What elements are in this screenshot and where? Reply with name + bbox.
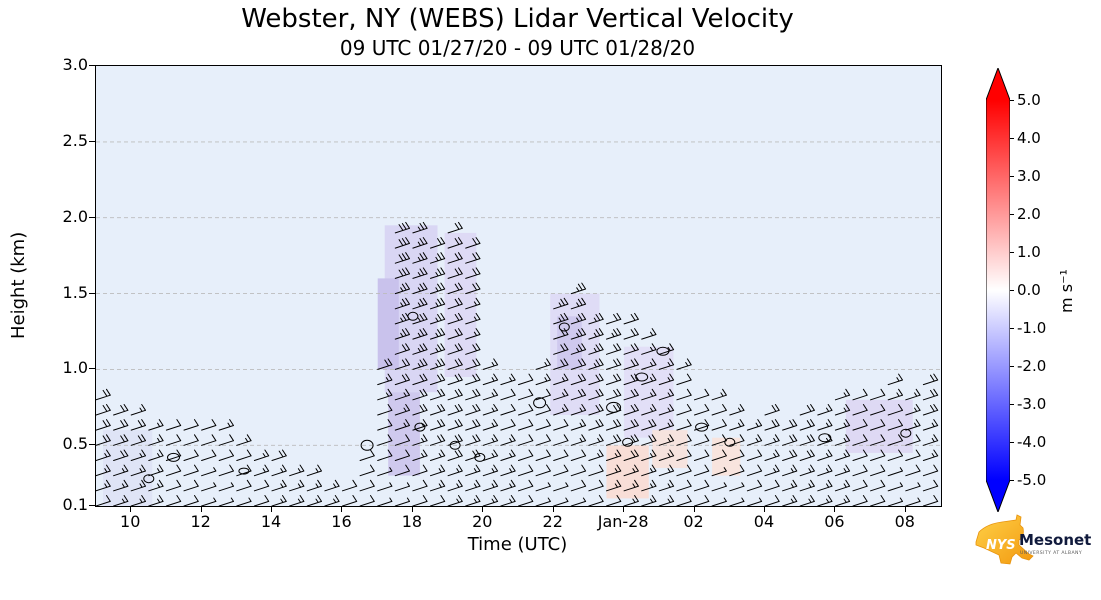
y-tick-label: 2.5 (62, 130, 88, 150)
logo-tagline: UNIVERSITY AT ALBANY (1020, 550, 1082, 556)
y-axis-label: Height (km) (8, 231, 29, 339)
contour-loop (238, 467, 250, 475)
contour-loop (558, 322, 570, 332)
logo-text-mesonet: Mesonet (1019, 531, 1091, 549)
tick-mark (200, 507, 202, 512)
x-axis-label: Time (UTC) (467, 534, 568, 555)
y-tick-label: 1.0 (62, 358, 88, 378)
tick-mark (89, 368, 95, 370)
tick-mark (1010, 404, 1014, 405)
colorbar-tick-label: -4.0 (1017, 433, 1047, 451)
velocity-shading-patch (377, 278, 399, 370)
tick-mark (1010, 366, 1014, 367)
y-tick-label: 0.5 (62, 434, 88, 454)
y-tick-label: 2.0 (62, 206, 88, 226)
contour-loop (900, 428, 912, 438)
tick-mark (411, 507, 413, 512)
nys-mesonet-logo: NYS Mesonet UNIVERSITY AT ALBANY (975, 514, 1091, 565)
velocity-shading-patch (103, 430, 153, 506)
contour-loop (533, 397, 547, 409)
tick-mark (89, 65, 95, 66)
colorbar-tick-label: 3.0 (1017, 167, 1041, 185)
tick-mark (1010, 442, 1014, 443)
colorbar-tick-label: 1.0 (1017, 243, 1041, 261)
contour-loop (143, 474, 155, 484)
tick-mark (1010, 176, 1014, 177)
colorbar-gradient (986, 100, 1010, 480)
contour-loop (167, 452, 180, 462)
y-tick-label: 0.1 (62, 495, 88, 514)
tick-mark (693, 507, 695, 512)
tick-mark (1010, 100, 1014, 101)
tick-mark (89, 292, 95, 294)
x-tick-label: 08 (894, 512, 915, 531)
x-tick-label: 20 (472, 512, 493, 531)
contour-loop (695, 422, 709, 432)
tick-mark (1010, 480, 1014, 481)
tick-mark (89, 140, 95, 142)
colorbar-tick-label: 0.0 (1017, 281, 1041, 299)
plot-area (95, 65, 942, 507)
colorbar-tick-label: -3.0 (1017, 395, 1047, 413)
y-tick-label: 3.0 (62, 55, 88, 74)
wind-barbs (96, 221, 939, 506)
x-tick-label: 16 (331, 512, 352, 531)
contour-loop (449, 440, 461, 450)
ny-state-shape-icon (975, 514, 1034, 565)
colorbar-tick-label: 4.0 (1017, 129, 1041, 147)
x-tick-label: 18 (401, 512, 423, 531)
chart-title: Webster, NY (WEBS) Lidar Vertical Veloci… (241, 4, 794, 34)
colorbar-extend-min-arrow (986, 480, 1010, 512)
colorbar (986, 68, 1010, 512)
tick-mark (482, 507, 484, 512)
tick-mark (552, 507, 554, 512)
colorbar-tick-label: -5.0 (1017, 471, 1047, 489)
contour-loop (818, 433, 832, 443)
tick-mark (341, 507, 343, 512)
tick-mark (834, 507, 836, 512)
tick-mark (1010, 328, 1014, 329)
colorbar-extend-max-arrow (986, 68, 1010, 100)
tick-mark (1010, 290, 1014, 291)
colorbar-tick-label: 2.0 (1017, 205, 1041, 223)
x-tick-label: 14 (260, 512, 282, 531)
colorbar-unit-label: m s⁻¹ (1057, 269, 1076, 313)
logo-text-nys: NYS (986, 538, 1016, 553)
tick-mark (271, 507, 273, 512)
colorbar-tick-label: 5.0 (1017, 91, 1041, 109)
tick-mark (1010, 252, 1014, 253)
tick-mark (1010, 138, 1014, 139)
tick-mark (130, 507, 132, 512)
chart-subtitle: 09 UTC 01/27/20 - 09 UTC 01/28/20 (339, 36, 696, 60)
contour-loop (360, 439, 374, 451)
x-tick-label: 02 (683, 512, 704, 531)
tick-mark (89, 444, 95, 446)
tick-mark (763, 507, 765, 512)
x-tick-label: 22 (542, 512, 563, 531)
velocity-shading-patch (388, 392, 420, 476)
x-tick-label: 10 (120, 512, 141, 531)
contour-loop (724, 437, 736, 447)
tick-mark (623, 507, 625, 512)
velocity-shading-patch (652, 430, 688, 468)
tick-mark (904, 507, 906, 512)
x-tick-label: 06 (824, 512, 845, 531)
plot-canvas (96, 66, 941, 506)
x-tick-label: 04 (753, 512, 775, 531)
tick-mark (89, 505, 95, 506)
colorbar-tick-label: -1.0 (1017, 319, 1047, 337)
x-tick-label: 12 (190, 512, 211, 531)
tick-mark (1010, 214, 1014, 215)
colorbar-tick-label: -2.0 (1017, 357, 1047, 375)
contour-loop (635, 372, 649, 382)
tick-mark (89, 216, 95, 218)
x-tick-label: Jan-28 (597, 512, 649, 531)
contour-loop (414, 422, 426, 432)
y-tick-label: 1.5 (62, 282, 88, 302)
